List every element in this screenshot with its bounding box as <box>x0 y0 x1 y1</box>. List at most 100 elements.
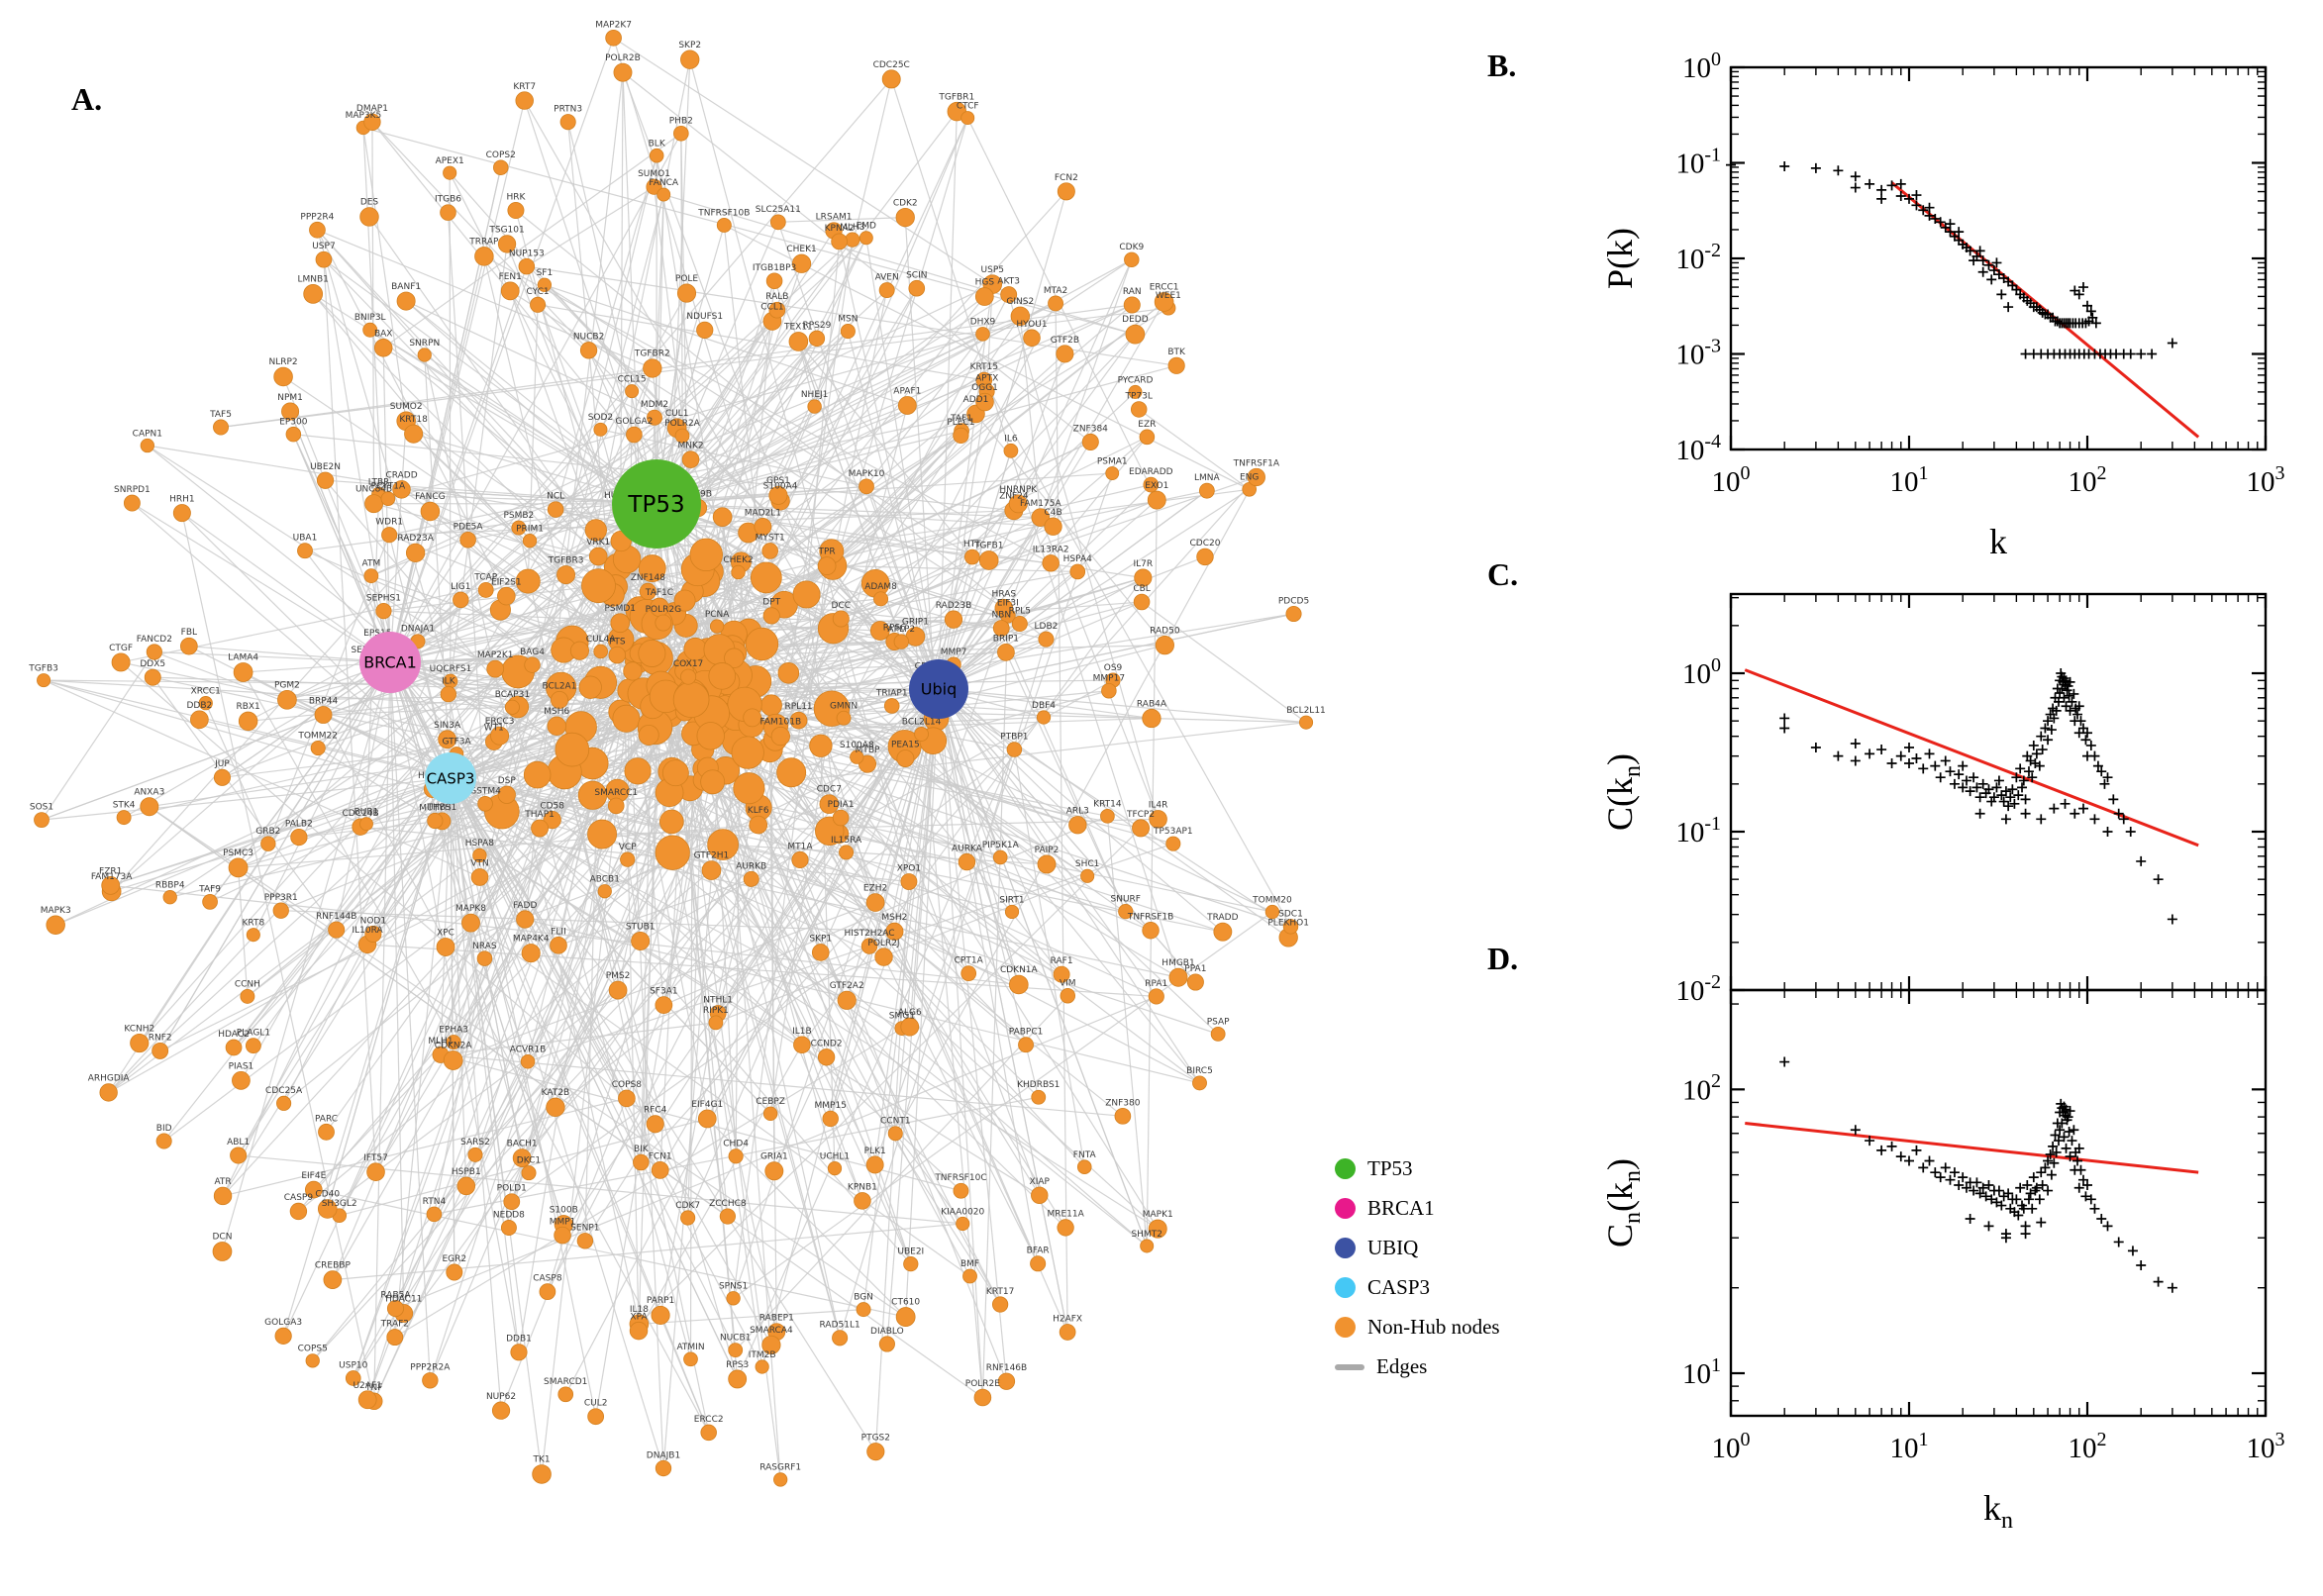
data-point <box>2027 772 2038 783</box>
data-point <box>2082 728 2092 739</box>
data-point <box>1991 782 2002 793</box>
node-label: HRK <box>506 192 526 202</box>
data-point <box>2089 814 2100 825</box>
network-node <box>518 257 536 275</box>
network-node <box>649 148 664 163</box>
network-node <box>420 501 441 522</box>
node-label: LMNB1 <box>297 274 328 284</box>
network-node <box>1148 1219 1167 1239</box>
node-label: CDK2 <box>893 198 918 208</box>
network-node <box>315 250 333 268</box>
data-point <box>1958 760 1969 771</box>
data-point <box>2092 760 2103 771</box>
node-label: BUB1 <box>354 808 379 818</box>
data-point <box>1977 255 1988 266</box>
network-node <box>539 1283 556 1301</box>
node-label: SOS1 <box>30 803 53 813</box>
node-label: MMP7 <box>941 648 967 657</box>
node-label: VCP <box>619 843 637 852</box>
node-label: FAM173A <box>91 872 133 882</box>
node-label: DIABLO <box>870 1327 904 1337</box>
legend-label-nonhub: Non-Hub nodes <box>1367 1315 1500 1339</box>
node-label: HYOU1 <box>1016 320 1047 330</box>
data-point <box>1945 1174 1956 1185</box>
node-label: DDB2 <box>186 701 212 711</box>
network-node <box>524 656 541 673</box>
node-label: FLII <box>551 927 566 937</box>
data-point <box>2020 1229 2031 1240</box>
data-point <box>2011 1194 2022 1205</box>
network-node <box>1149 810 1167 829</box>
data-point <box>2034 760 2045 771</box>
node-label: FBL <box>181 628 197 638</box>
network-node <box>405 543 426 563</box>
node-label: BCAP31 <box>495 690 530 700</box>
node-label: PSAP <box>1207 1017 1230 1027</box>
network-node <box>610 613 631 634</box>
data-point <box>1949 1167 1960 1178</box>
node-label: XPC <box>437 929 454 939</box>
node-label: IL18 <box>630 1305 649 1315</box>
node-label: ALG6 <box>898 1008 922 1018</box>
node-label: LDB2 <box>1035 622 1059 632</box>
data-point <box>2057 1118 2068 1129</box>
network-node <box>557 1386 574 1403</box>
network-node <box>1081 433 1099 450</box>
network-node <box>1167 356 1185 374</box>
node-label: UBE2I <box>897 1247 924 1256</box>
node-label: IL15RA <box>831 836 862 846</box>
data-point <box>2077 803 2088 814</box>
node-label: PGM2 <box>274 680 300 690</box>
node-label: RAD23B <box>936 601 972 611</box>
legend-item-edges: Edges <box>1335 1354 1500 1379</box>
node-label: ZNF24 <box>999 492 1029 502</box>
node-label: NUCB1 <box>720 1334 752 1344</box>
network-node <box>593 644 608 659</box>
tick-label: 10-4 <box>1675 431 1721 466</box>
network-node <box>769 214 786 231</box>
network-node <box>1004 904 1020 920</box>
network-node <box>896 749 915 767</box>
network-node <box>438 730 456 749</box>
data-point <box>1876 184 1887 195</box>
network-node <box>198 696 213 711</box>
legend-dot-ubiq <box>1335 1238 1356 1258</box>
node-label: GTF2B <box>1051 336 1079 346</box>
network-node <box>793 1036 811 1054</box>
data-point <box>1895 1151 1906 1162</box>
data-point <box>1779 160 1790 171</box>
node-label: TNFRSF1B <box>1127 912 1173 922</box>
network-node <box>366 1162 385 1181</box>
node-label: IL6 <box>1004 434 1018 444</box>
network-node <box>633 1153 650 1171</box>
network-node <box>559 114 576 131</box>
node-label: CHD4 <box>723 1140 749 1149</box>
data-point <box>1810 162 1821 173</box>
node-label: HDAC2 <box>218 1030 250 1040</box>
legend-item-nonhub: Non-Hub nodes <box>1335 1315 1500 1340</box>
node-label: ABCB1 <box>590 875 620 885</box>
axis-frame <box>1729 65 2268 451</box>
node-label: PTS <box>609 637 626 647</box>
node-label: SCIN <box>906 270 927 280</box>
data-point <box>1974 792 1985 803</box>
network-node <box>500 1220 517 1236</box>
data-point <box>1988 265 1999 276</box>
node-label: HMGB1 <box>1162 958 1194 968</box>
node-label: MAPK3 <box>41 906 71 916</box>
network-node <box>116 810 132 826</box>
network-node <box>323 1270 343 1289</box>
data-point <box>2037 745 2048 755</box>
data-point <box>2045 1149 2056 1160</box>
node-label: EIF4E <box>301 1171 326 1181</box>
node-label: RAD50 <box>1150 626 1180 636</box>
data-point <box>2005 792 2016 803</box>
node-label: TNFRSF1A <box>1233 458 1280 468</box>
core-node <box>555 732 590 767</box>
network-node <box>1100 809 1115 824</box>
node-label: APEX1 <box>436 156 464 166</box>
network-node <box>1057 182 1075 201</box>
data-point <box>2007 784 2018 795</box>
node-label: SHMT2 <box>1131 1230 1162 1240</box>
network-node <box>1008 494 1028 514</box>
